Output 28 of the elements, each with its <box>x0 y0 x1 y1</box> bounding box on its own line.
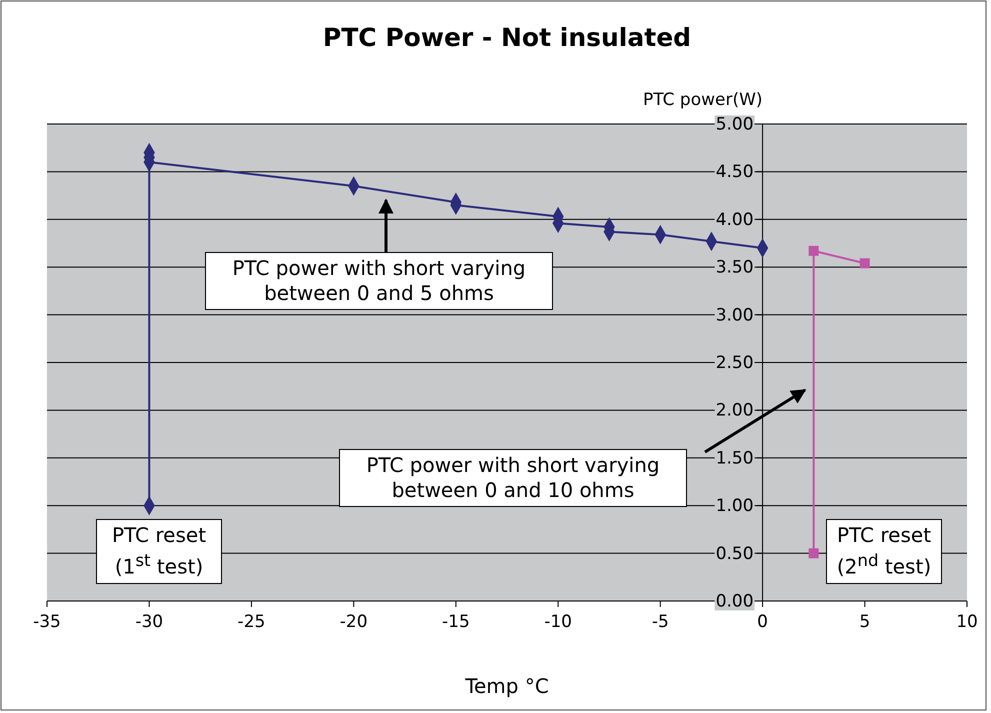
x-tick-label: -10 <box>544 612 572 632</box>
y-tick-label: 3.50 <box>716 258 754 278</box>
chart-title: PTC Power - Not insulated <box>322 23 692 52</box>
y-axis-title: PTC power(W) <box>643 90 763 110</box>
y-tick-label: 4.50 <box>716 162 754 182</box>
x-tick-label: -15 <box>442 612 470 632</box>
x-tick-label: 0 <box>757 612 768 632</box>
y-tick-label: 4.00 <box>716 210 754 230</box>
annotation: PTC power with short varying between 0 and 10 ohms <box>339 449 687 507</box>
x-axis-title: Temp °C <box>464 674 549 698</box>
x-tick-label: 5 <box>859 612 870 632</box>
y-tick-label: 0.00 <box>716 591 754 612</box>
x-tick-label: -30 <box>135 612 164 632</box>
y-tick-label: 2.00 <box>716 400 754 421</box>
x-tick-label: 10 <box>956 612 978 632</box>
annotation: PTC reset (1$^{st}$ test) <box>96 519 222 584</box>
x-tick-label: -20 <box>340 612 368 632</box>
y-tick-label: 0.50 <box>716 544 754 564</box>
annotation: PTC power with short varying between 0 and 5 ohms <box>205 252 553 310</box>
x-tick-label: -35 <box>33 612 61 632</box>
y-tick-label: 3.00 <box>716 305 754 326</box>
y-tick-label: 2.50 <box>716 352 754 373</box>
annotation: PTC reset (2$^{nd}$ test) <box>826 519 942 584</box>
y-tick-label: 1.50 <box>716 448 754 468</box>
y-tick-label: 1.00 <box>716 496 754 516</box>
y-tick-label: 5.00 <box>716 114 754 134</box>
x-tick-label: -5 <box>652 612 669 632</box>
x-tick-label: -25 <box>238 612 266 632</box>
